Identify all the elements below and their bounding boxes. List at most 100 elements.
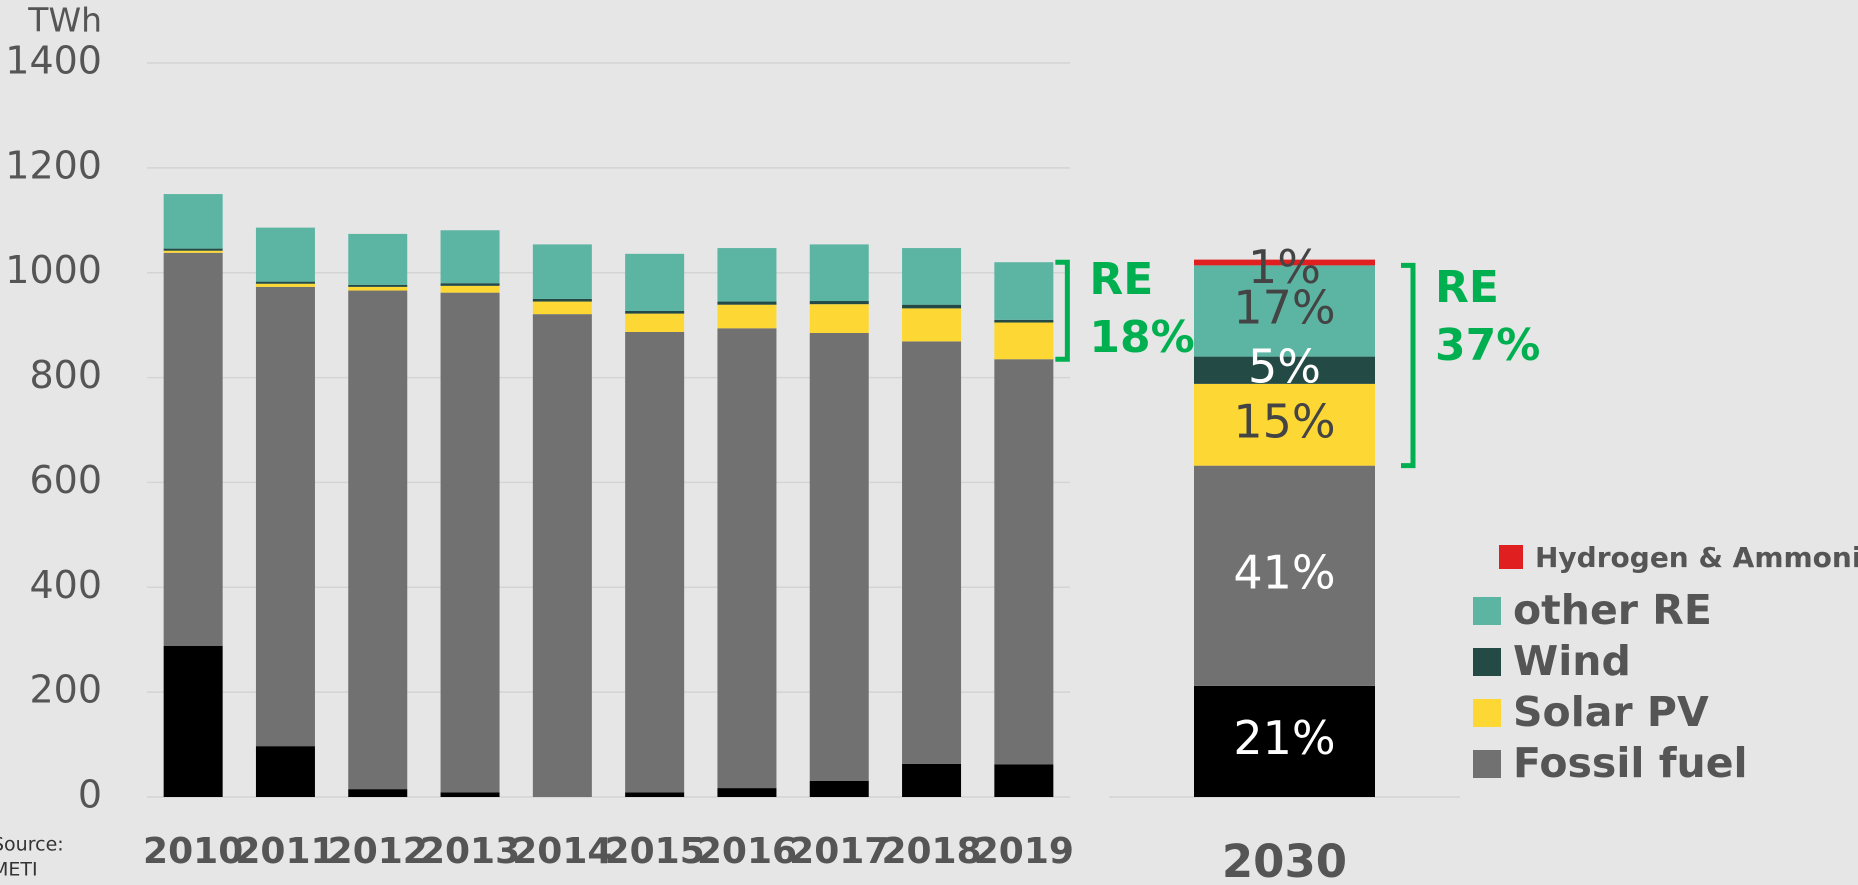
- bar-segment: [255, 746, 315, 797]
- bar-segment: [717, 788, 777, 797]
- y-tick-label: 0: [78, 773, 102, 817]
- share-label: 41%: [1233, 545, 1335, 599]
- re-annotation: RE: [1435, 262, 1499, 313]
- bar-segment: [532, 314, 592, 797]
- bar-segment: [348, 284, 408, 287]
- y-tick-label: 1000: [5, 248, 102, 292]
- bar-segment: [994, 359, 1054, 765]
- bar-segment: [440, 285, 500, 293]
- y-axis-label: TWh: [27, 1, 102, 40]
- bar-segment: [255, 286, 315, 747]
- x-tick-label: 2019: [974, 831, 1074, 872]
- x-tick-label: 2013: [420, 831, 520, 872]
- bar-segment: [255, 281, 315, 284]
- bar-segment: [1194, 356, 1375, 384]
- legend-swatch: [1473, 597, 1501, 625]
- bar-segment: [348, 789, 408, 797]
- bar-segment: [717, 328, 777, 789]
- legend-swatch: [1473, 750, 1501, 778]
- bar-segment: [625, 310, 685, 314]
- bar-segment: [902, 341, 962, 764]
- bar-segment: [994, 319, 1054, 323]
- re-annotation: RE: [1089, 254, 1153, 305]
- bar-segment: [255, 227, 315, 282]
- re-annotation: 18%: [1089, 312, 1194, 363]
- bar-segment: [625, 792, 685, 797]
- bar-segment: [1194, 259, 1375, 266]
- y-tick-label: 1400: [5, 39, 102, 83]
- x-tick-label: 2015: [605, 831, 705, 872]
- bar-segment: [532, 298, 592, 302]
- bar-segment: [348, 286, 408, 291]
- legend-label: Fossil fuel: [1513, 739, 1748, 787]
- bar-segment: [809, 301, 869, 305]
- legend-label: Wind: [1513, 637, 1631, 685]
- x-tick-label: 2011: [235, 831, 335, 872]
- bar-segment: [255, 283, 315, 287]
- bar-segment: [809, 244, 869, 302]
- legend-swatch: [1473, 699, 1501, 727]
- bar-segment: [717, 304, 777, 329]
- bar-segment: [717, 248, 777, 302]
- bar-segment: [163, 194, 223, 249]
- share-label: 5%: [1248, 340, 1321, 394]
- bar-segment: [625, 253, 685, 311]
- y-tick-label: 1200: [5, 143, 102, 187]
- re-bracket: [1401, 262, 1416, 469]
- x-tick-label: 2010: [143, 831, 243, 872]
- bar-segment: [994, 322, 1054, 360]
- legend-label: other RE: [1513, 586, 1712, 634]
- bar-segment: [163, 250, 223, 253]
- bar-segment: [163, 248, 223, 251]
- bar-segment: [1194, 383, 1375, 466]
- legend-swatch: [1473, 648, 1501, 676]
- bar-segment: [440, 792, 500, 797]
- bar-segment: [440, 230, 500, 284]
- bar-segment: [532, 301, 592, 315]
- source: METI: [0, 859, 38, 881]
- x-tick-label: 2014: [512, 831, 612, 872]
- bar-segment: [163, 252, 223, 647]
- y-tick-label: 800: [29, 353, 102, 397]
- bar-segment: [809, 333, 869, 781]
- bar-segment: [348, 290, 408, 790]
- bar-segment: [1194, 465, 1375, 686]
- bar-segment: [902, 304, 962, 309]
- share-label: 15%: [1233, 394, 1335, 448]
- bar-segment: [809, 780, 869, 797]
- y-tick-label: 400: [29, 563, 102, 607]
- legend-label: Hydrogen & Ammonia: [1535, 541, 1858, 574]
- bar-segment: [902, 248, 962, 305]
- share-label: 17%: [1233, 280, 1335, 334]
- x-tick-label: 2018: [881, 831, 981, 872]
- x-tick-label: 2017: [789, 831, 889, 872]
- bar-segment: [994, 262, 1054, 320]
- x-tick-label: 2016: [697, 831, 797, 872]
- bar-segment: [809, 304, 869, 334]
- bar-segment: [717, 301, 777, 305]
- bar-segment: [163, 646, 223, 797]
- share-label: 21%: [1233, 711, 1335, 765]
- bar-segment: [348, 233, 408, 285]
- bar-segment: [532, 244, 592, 299]
- source: Source:: [0, 834, 64, 856]
- x-tick-label: 2030: [1222, 835, 1347, 885]
- re-annotation: 37%: [1435, 320, 1540, 371]
- bar-segment: [1194, 685, 1375, 797]
- share-label: 1%: [1248, 240, 1321, 294]
- legend-swatch: [1499, 545, 1523, 569]
- x-tick-label: 2012: [328, 831, 428, 872]
- legend-label: Solar PV: [1513, 688, 1709, 736]
- bar-segment: [625, 313, 685, 332]
- bar-segment: [440, 292, 500, 793]
- bar-segment: [902, 308, 962, 342]
- y-tick-label: 600: [29, 458, 102, 502]
- bar-segment: [994, 764, 1054, 797]
- bar-segment: [625, 331, 685, 793]
- bar-segment: [902, 763, 962, 797]
- re-bracket: [1055, 259, 1070, 362]
- bar-segment: [440, 283, 500, 286]
- y-tick-label: 200: [29, 668, 102, 712]
